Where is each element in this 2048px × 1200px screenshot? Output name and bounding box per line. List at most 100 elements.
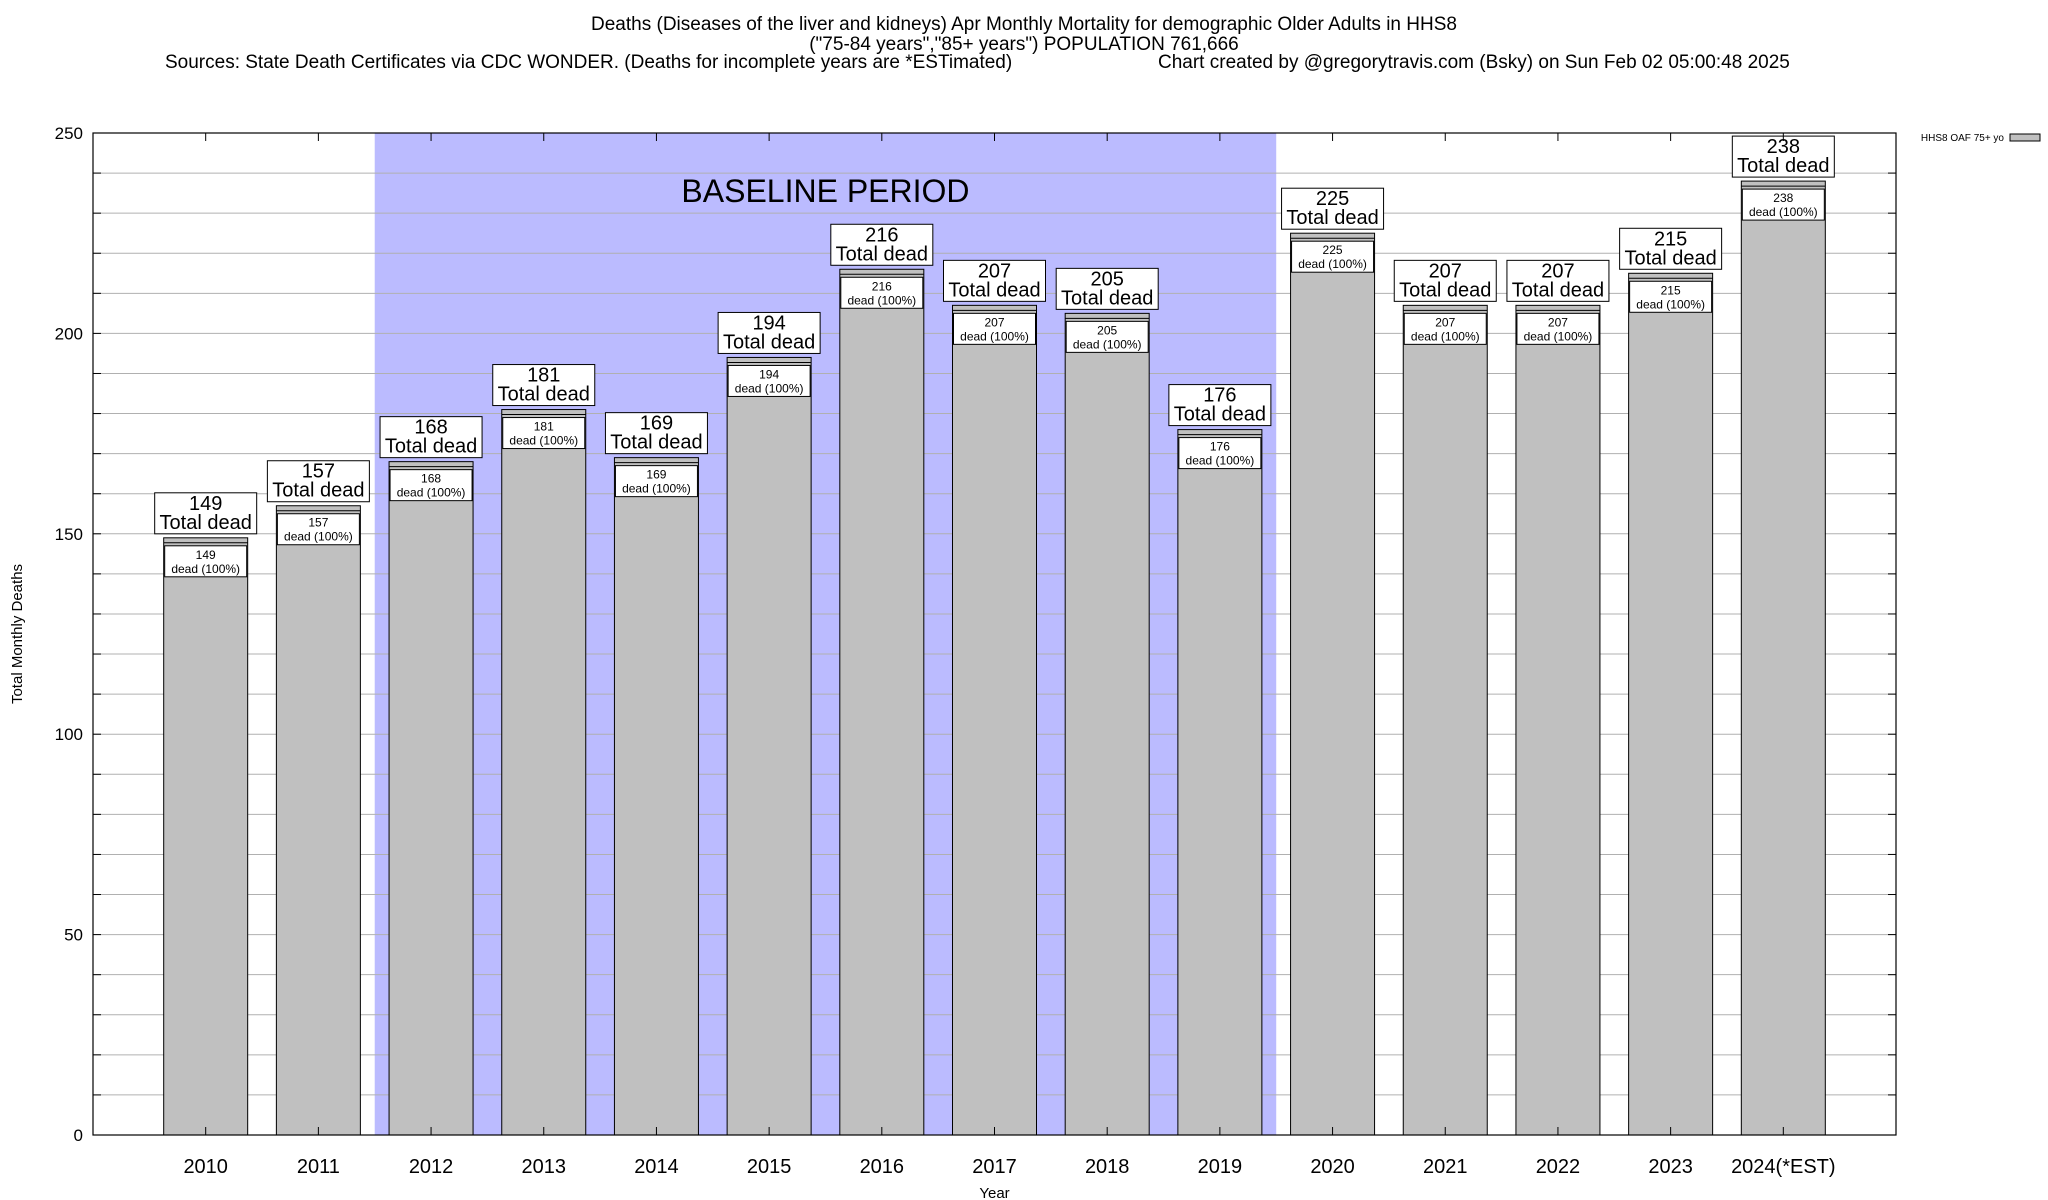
inner-label-text: dead (100%) — [622, 482, 691, 496]
bar — [1740, 180, 1826, 1136]
inner-label-box — [614, 465, 698, 498]
x-tick-label: 2014 — [634, 1156, 679, 1178]
bar — [726, 356, 812, 1136]
outer-label-text: Total dead — [610, 432, 702, 454]
x-tick-label: 2016 — [860, 1156, 905, 1178]
outer-label-text: Total dead — [723, 331, 815, 353]
chart-sources: Sources: State Death Certificates via CD… — [165, 52, 1013, 73]
y-axis-label: Total Monthly Deaths — [9, 564, 26, 704]
outer-label-text: Total dead — [1286, 207, 1378, 229]
bar — [952, 304, 1037, 1136]
inner-label-box — [1291, 240, 1375, 273]
inner-label-box — [1741, 188, 1825, 221]
chart-credit: Chart created by @gregorytravis.com (Bsk… — [1158, 52, 1790, 73]
outer-label-value: 149 — [189, 493, 222, 515]
inner-label-value: 216 — [872, 279, 892, 293]
inner-label-text: dead (100%) — [960, 329, 1029, 343]
inner-label-box — [502, 417, 586, 450]
inner-label-value: 194 — [759, 367, 779, 381]
bar — [1628, 272, 1714, 1136]
bar-group — [1177, 429, 1263, 1136]
bar — [388, 461, 474, 1136]
inner-label-box — [164, 545, 248, 578]
outer-label-box — [1393, 259, 1497, 302]
bar-group — [613, 457, 699, 1136]
inner-label-box — [389, 469, 473, 502]
bar-group — [1740, 180, 1826, 1136]
outer-label-box — [154, 492, 258, 535]
outer-label-text: Total dead — [1061, 287, 1153, 309]
bar — [613, 457, 699, 1136]
x-tick-label: 2010 — [183, 1156, 228, 1178]
baseline-period-label: BASELINE PERIOD — [681, 173, 969, 209]
y-tick-label: 200 — [55, 324, 83, 343]
outer-label-value: 238 — [1767, 136, 1800, 158]
inner-label-value: 238 — [1773, 191, 1793, 205]
x-tick-label: 2015 — [747, 1156, 792, 1178]
outer-label-box — [379, 416, 483, 459]
legend-swatch — [2009, 133, 2041, 142]
x-tick-label: 2011 — [297, 1156, 340, 1178]
legend-label: HHS8 OAF 75+ yo — [1921, 133, 2005, 144]
x-tick-label: 2012 — [409, 1156, 454, 1178]
inner-label-text: dead (100%) — [1298, 257, 1367, 271]
inner-label-text: dead (100%) — [1524, 329, 1593, 343]
chart-title-line-1: Deaths (Diseases of the liver and kidney… — [591, 14, 1457, 35]
outer-label-box — [1506, 259, 1610, 302]
inner-label-text: dead (100%) — [1636, 297, 1705, 311]
outer-label-text: Total dead — [1399, 279, 1491, 301]
bar-group — [501, 409, 587, 1136]
y-tick-label: 150 — [55, 525, 83, 544]
bar — [839, 268, 925, 1136]
inner-label-box — [840, 276, 924, 309]
outer-label-box — [1731, 135, 1835, 178]
inner-label-box — [953, 312, 1036, 345]
bar — [1402, 304, 1488, 1136]
inner-label-text: dead (100%) — [1749, 205, 1818, 219]
outer-label-value: 215 — [1654, 228, 1687, 250]
chart-title-line-2: ("75-84 years","85+ years") POPULATION 7… — [809, 34, 1239, 55]
outer-label-text: Total dead — [1737, 155, 1829, 177]
outer-label-text: Total dead — [385, 436, 477, 458]
outer-label-box — [266, 460, 370, 503]
x-tick-label: 2013 — [522, 1156, 567, 1178]
inner-label-text: dead (100%) — [509, 434, 578, 448]
bar-group — [726, 356, 812, 1136]
inner-label-box — [1516, 312, 1600, 345]
x-tick-label: 2024(*EST) — [1731, 1156, 1836, 1178]
inner-label-value: 207 — [984, 315, 1004, 329]
outer-label-value: 194 — [752, 312, 785, 334]
bar — [1064, 312, 1150, 1136]
x-tick-label: 2019 — [1198, 1156, 1243, 1178]
inner-label-value: 205 — [1097, 323, 1117, 337]
inner-label-text: dead (100%) — [1073, 337, 1142, 351]
inner-label-value: 157 — [308, 516, 328, 530]
outer-label-text: Total dead — [498, 384, 590, 406]
inner-label-box — [1629, 280, 1713, 313]
inner-label-box — [1403, 312, 1487, 345]
bar-group — [388, 461, 474, 1136]
outer-label-value: 168 — [414, 417, 447, 439]
outer-label-box — [492, 364, 596, 407]
inner-label-value: 181 — [534, 420, 554, 434]
x-tick-label: 2018 — [1085, 1156, 1130, 1178]
inner-label-value: 207 — [1435, 315, 1455, 329]
bar-group — [839, 268, 925, 1136]
outer-label-value: 207 — [1541, 260, 1574, 282]
inner-label-text: dead (100%) — [397, 486, 466, 500]
inner-label-value: 225 — [1323, 243, 1343, 257]
outer-label-text: Total dead — [160, 512, 252, 534]
bar-group — [952, 304, 1037, 1136]
outer-label-value: 205 — [1091, 268, 1124, 290]
bar — [1290, 232, 1376, 1136]
inner-label-box — [276, 513, 360, 546]
outer-label-text: Total dead — [1624, 247, 1716, 269]
outer-label-box — [943, 259, 1046, 302]
inner-label-text: dead (100%) — [284, 530, 353, 544]
y-tick-label: 100 — [55, 725, 83, 744]
inner-label-box — [1178, 437, 1262, 470]
outer-label-text: Total dead — [948, 279, 1040, 301]
bar — [1177, 429, 1263, 1136]
inner-label-value: 207 — [1548, 315, 1568, 329]
